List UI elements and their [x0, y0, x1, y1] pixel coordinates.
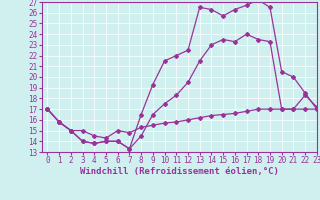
- X-axis label: Windchill (Refroidissement éolien,°C): Windchill (Refroidissement éolien,°C): [80, 167, 279, 176]
